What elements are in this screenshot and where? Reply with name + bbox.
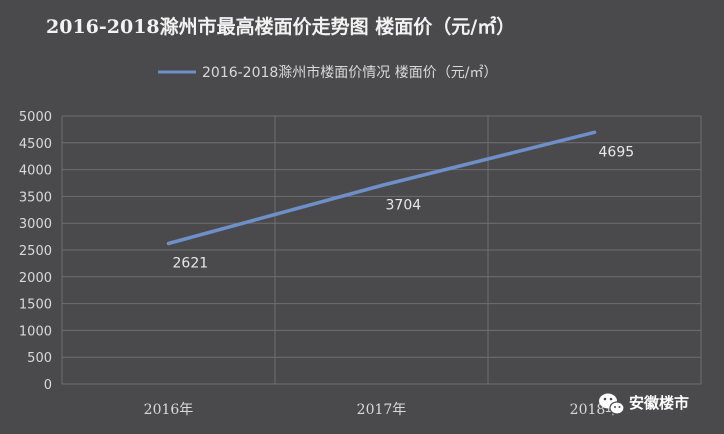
gridlines (61, 115, 702, 385)
data-label: 4695 (599, 144, 635, 160)
x-tick-label: 2017年 (357, 402, 407, 418)
data-point (166, 241, 171, 246)
y-tick-label: 500 (27, 351, 52, 366)
legend: 2016-2018滁州市楼面价情况 楼面价（元/㎡） (158, 64, 497, 81)
y-tick-label: 0 (44, 378, 52, 393)
chart-title: 2016-2018滁州市最高楼面价走势图 楼面价（元/㎡） (46, 15, 515, 38)
data-label: 3704 (386, 197, 422, 213)
data-label: 2621 (173, 256, 209, 272)
wechat-icon (599, 393, 625, 415)
y-tick-label: 3000 (19, 217, 52, 232)
y-tick-label: 1500 (19, 298, 52, 313)
data-point (592, 130, 597, 134)
y-tick-label: 3500 (19, 190, 52, 205)
y-tick-label: 4000 (19, 164, 52, 179)
y-tick-label: 2000 (19, 271, 52, 286)
y-tick-label: 4500 (19, 137, 52, 152)
legend-entry: 2016-2018滁州市楼面价情况 楼面价（元/㎡） (202, 64, 497, 81)
y-tick-label: 1000 (19, 324, 52, 339)
data-labels: 2621 3704 4695 (173, 144, 635, 271)
series (166, 130, 597, 246)
x-axis: 2016年 2017年 2018年 (144, 402, 620, 418)
y-axis: 0 500 1000 1500 2000 2500 3000 3500 4000 4500 5000 (19, 110, 52, 393)
watermark: 安徽楼市 (599, 393, 689, 415)
y-tick-label: 2500 (19, 244, 52, 259)
series-line (166, 130, 597, 246)
y-tick-label: 5000 (19, 110, 52, 125)
data-point (379, 183, 384, 188)
x-tick-label: 2016年 (144, 402, 194, 418)
watermark-text: 安徽楼市 (629, 394, 689, 412)
